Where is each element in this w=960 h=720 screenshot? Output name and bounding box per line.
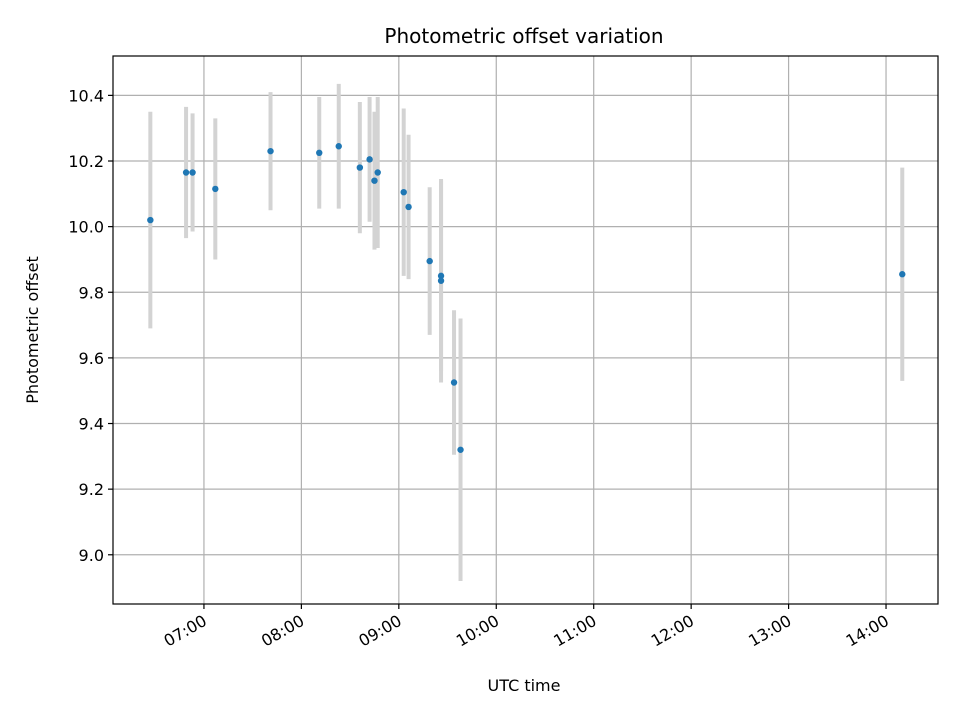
y-tick-label: 10.0 bbox=[68, 218, 104, 237]
data-point bbox=[189, 169, 196, 176]
y-axis-label: Photometric offset bbox=[23, 256, 42, 404]
data-point bbox=[400, 188, 407, 196]
data-point bbox=[437, 277, 445, 284]
data-point bbox=[335, 143, 342, 150]
data-point bbox=[899, 271, 906, 278]
chart-title: Photometric offset variation bbox=[384, 24, 663, 48]
data-points bbox=[147, 143, 906, 453]
plot-frame bbox=[112, 55, 939, 605]
y-tick-label: 9.6 bbox=[79, 349, 104, 368]
data-point bbox=[405, 203, 412, 211]
data-point bbox=[182, 169, 190, 176]
data-point bbox=[316, 149, 323, 157]
y-tick-label: 10.2 bbox=[68, 152, 104, 171]
y-tick-label: 10.4 bbox=[68, 86, 104, 105]
data-point bbox=[356, 164, 364, 171]
data-point bbox=[267, 147, 274, 155]
y-tick-label: 9.4 bbox=[79, 415, 104, 434]
data-point bbox=[426, 257, 433, 265]
y-axis-ticks: 9.0 9.2 9.4 9.6 9.8 10.0 10.2 10.4 bbox=[68, 86, 113, 565]
y-tick-label: 9.0 bbox=[79, 546, 104, 565]
data-point bbox=[366, 156, 373, 163]
y-tick-label: 9.8 bbox=[79, 283, 104, 302]
data-point bbox=[437, 272, 445, 280]
x-axis-label: UTC time bbox=[488, 676, 561, 695]
grid bbox=[113, 56, 938, 604]
data-point bbox=[450, 379, 458, 386]
y-tick-label: 9.2 bbox=[79, 480, 104, 499]
data-point bbox=[374, 169, 381, 176]
data-point bbox=[457, 446, 464, 453]
data-point bbox=[147, 216, 154, 224]
data-point bbox=[212, 185, 219, 193]
data-point bbox=[371, 177, 378, 184]
